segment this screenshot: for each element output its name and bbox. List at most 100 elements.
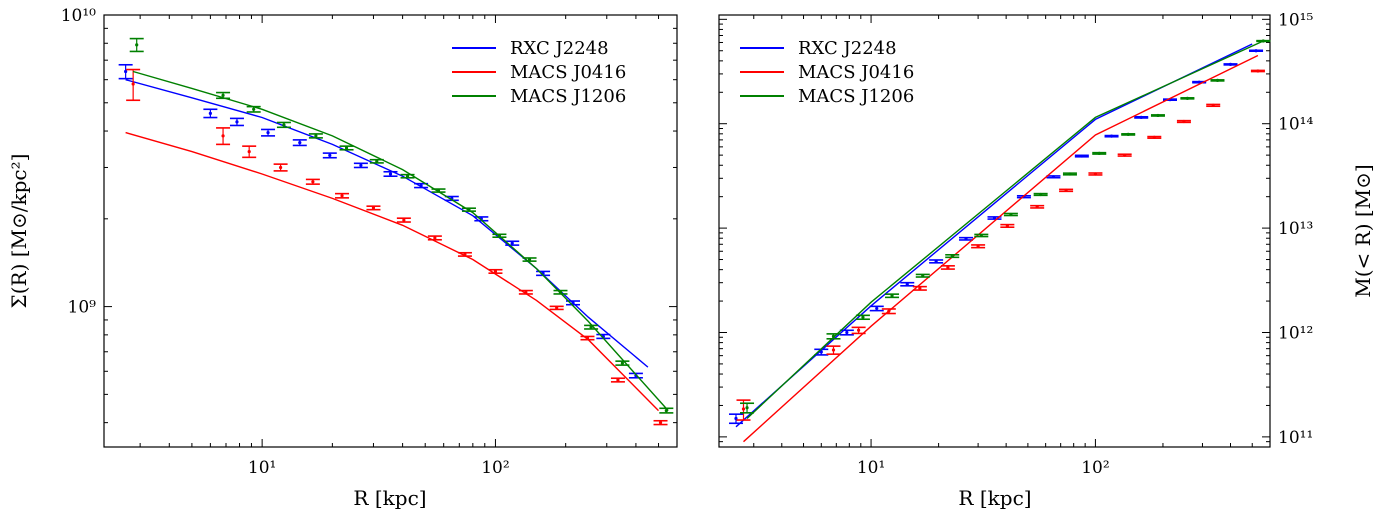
y-tick-label: 10⁹ [68, 298, 97, 318]
data-point-macs-j1206 [314, 134, 318, 138]
surface-density-panel: 10¹ 10² 10⁹ 10¹⁰ RXC J2248 MACS J0416 MACS J1… [7, 6, 678, 510]
data-point-macs-j0416 [1005, 224, 1009, 228]
data-point-rxc-j2248 [510, 241, 514, 245]
right-x-axis-label: R [kpc] [958, 486, 1031, 510]
data-point-macs-j1206 [1156, 113, 1160, 118]
data-point-macs-j1206 [620, 361, 624, 365]
data-point-macs-j0416 [585, 336, 590, 340]
data-point-rxc-j2248 [419, 183, 423, 188]
left-y-axis-label: Σ(R) [M⊙/kpc²] [7, 154, 31, 309]
right-marks [728, 39, 1271, 443]
data-point-macs-j0416 [463, 252, 467, 257]
y-tick-label: 10¹² [1278, 323, 1313, 343]
data-point-rxc-j2248 [1254, 49, 1258, 53]
legend-label-macs-j1206: MACS J1206 [798, 86, 914, 107]
x-tick-label: 10¹ [857, 458, 885, 478]
left-legend: RXC J2248 MACS J0416 MACS J1206 [452, 38, 626, 107]
data-point-rxc-j2248 [1228, 62, 1233, 66]
data-point-rxc-j2248 [934, 259, 938, 263]
data-point-macs-j0416 [493, 269, 498, 274]
data-point-macs-j0416 [555, 306, 559, 310]
data-point-macs-j0416 [918, 286, 922, 290]
data-point-macs-j0416 [1211, 103, 1215, 107]
data-point-macs-j1206 [1126, 132, 1130, 136]
data-point-macs-j0416 [402, 218, 406, 222]
data-point-rxc-j2248 [819, 350, 823, 354]
data-point-macs-j1206 [890, 294, 894, 298]
data-point-macs-j1206 [221, 93, 225, 98]
data-point-macs-j1206 [135, 43, 139, 47]
legend-label-macs-j1206: MACS J1206 [510, 86, 626, 107]
left-marks [118, 37, 674, 426]
data-point-macs-j0416 [524, 290, 528, 294]
data-point-macs-j1206 [344, 146, 349, 150]
data-point-macs-j1206 [950, 254, 954, 258]
data-point-macs-j1206 [589, 325, 593, 329]
data-point-rxc-j2248 [1051, 175, 1056, 179]
data-point-rxc-j2248 [208, 111, 212, 115]
data-point-macs-j1206 [282, 123, 286, 127]
legend-label-macs-j0416: MACS J0416 [510, 62, 626, 83]
left-plot-frame [103, 14, 678, 448]
data-point-rxc-j2248 [845, 330, 849, 335]
data-point-rxc-j2248 [388, 172, 393, 176]
data-point-rxc-j2248 [1109, 134, 1114, 138]
data-point-macs-j1206 [405, 174, 410, 178]
legend-label-rxc-j2248: RXC J2248 [798, 38, 897, 59]
data-point-rxc-j2248 [1197, 80, 1201, 84]
data-point-rxc-j2248 [1080, 154, 1084, 158]
data-point-macs-j0416 [433, 236, 437, 240]
data-point-macs-j0416 [1035, 205, 1039, 209]
data-point-macs-j0416 [976, 244, 980, 248]
data-point-macs-j0416 [247, 150, 251, 154]
data-point-rxc-j2248 [1139, 115, 1143, 119]
data-point-macs-j0416 [1123, 153, 1127, 157]
data-point-macs-j1206 [1215, 78, 1220, 82]
data-point-macs-j0416 [887, 309, 891, 313]
data-point-rxc-j2248 [266, 131, 270, 135]
model-line-macs-j0416 [125, 131, 659, 412]
data-point-macs-j0416 [1256, 69, 1260, 73]
data-point-rxc-j2248 [964, 237, 968, 241]
data-point-macs-j1206 [1039, 192, 1043, 197]
data-point-macs-j1206 [375, 159, 379, 163]
data-point-macs-j1206 [527, 257, 532, 262]
x-tick-label: 10² [481, 458, 509, 478]
data-point-macs-j0416 [221, 134, 225, 138]
data-point-rxc-j2248 [328, 153, 332, 158]
data-point-macs-j0416 [340, 194, 344, 198]
model-line-macs-j0416 [743, 54, 1259, 443]
right-y-axis-label: M(< R) [M⊙] [1351, 164, 1375, 297]
data-point-macs-j0416 [131, 82, 135, 86]
data-point-macs-j1206 [497, 234, 502, 238]
data-point-macs-j0416 [311, 180, 315, 184]
data-point-rxc-j2248 [992, 216, 997, 220]
y-tick-label: 10¹⁰ [61, 6, 96, 26]
right-legend: RXC J2248 MACS J0416 MACS J1206 [740, 38, 914, 107]
x-tick-label: 10¹ [248, 458, 276, 478]
data-point-macs-j1206 [1261, 39, 1265, 43]
legend-label-macs-j0416: MACS J0416 [798, 62, 914, 83]
left-ticks: 10¹ 10² 10⁹ 10¹⁰ [61, 6, 678, 478]
data-point-macs-j1206 [467, 208, 471, 212]
data-point-macs-j0416 [279, 165, 283, 170]
data-point-macs-j0416 [1182, 119, 1186, 124]
data-point-rxc-j2248 [905, 282, 909, 286]
model-line-macs-j1206 [132, 70, 669, 412]
data-point-macs-j0416 [1093, 172, 1098, 176]
data-point-macs-j0416 [831, 348, 836, 352]
data-point-rxc-j2248 [124, 69, 128, 74]
y-tick-label: 10¹³ [1278, 219, 1313, 239]
data-point-macs-j1206 [831, 334, 836, 338]
data-point-rxc-j2248 [359, 163, 363, 167]
data-point-macs-j0416 [1152, 135, 1156, 139]
data-point-macs-j0416 [946, 265, 950, 270]
data-point-macs-j0416 [371, 206, 376, 210]
data-point-macs-j0416 [616, 378, 620, 382]
data-point-macs-j1206 [921, 274, 925, 278]
data-point-rxc-j2248 [298, 141, 302, 145]
data-point-macs-j1206 [745, 406, 749, 410]
data-point-macs-j1206 [436, 188, 441, 193]
left-x-axis-label: R [kpc] [353, 486, 426, 510]
